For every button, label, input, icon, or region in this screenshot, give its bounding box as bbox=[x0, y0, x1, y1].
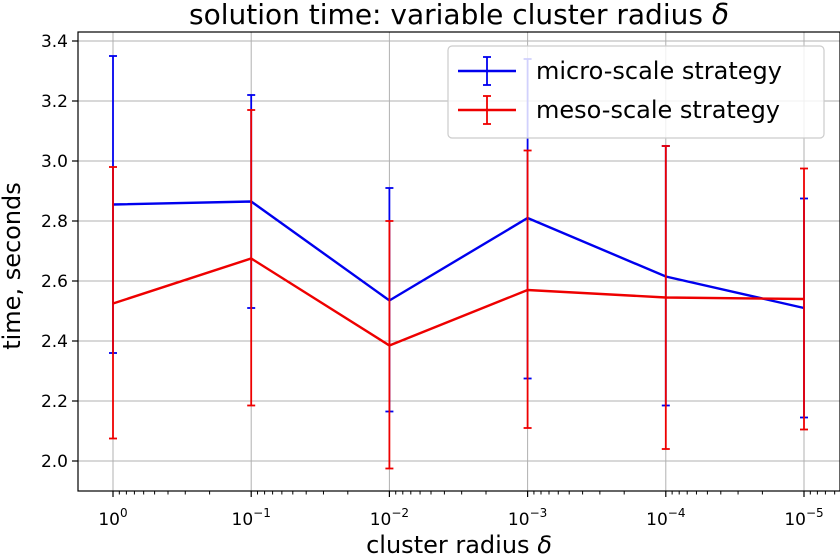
x-tick-base: 10 bbox=[232, 510, 254, 530]
y-tick-label: 3.4 bbox=[41, 32, 68, 52]
x-tick-label: 10−5 bbox=[784, 506, 823, 530]
x-tick-label: 100 bbox=[98, 506, 127, 530]
legend: micro-scale strategy meso-scale strategy bbox=[447, 45, 825, 139]
y-tick-label: 2.4 bbox=[41, 332, 68, 352]
y-tick-label: 2.8 bbox=[41, 212, 68, 232]
legend-label: meso-scale strategy bbox=[536, 96, 780, 124]
x-tick-label: 10−4 bbox=[646, 506, 685, 530]
x-tick-base: 10 bbox=[784, 510, 806, 530]
x-axis-label: cluster radius δ bbox=[366, 531, 552, 559]
plot-frame bbox=[77, 31, 840, 492]
x-tick-exponent: −4 bbox=[668, 506, 686, 520]
legend-box bbox=[447, 45, 825, 139]
x-tick-base: 10 bbox=[370, 510, 392, 530]
y-tick-label: 2.0 bbox=[41, 452, 68, 472]
x-tick-base: 10 bbox=[98, 510, 120, 530]
legend-label: micro-scale strategy bbox=[536, 57, 782, 85]
y-axis-label: time, seconds bbox=[0, 182, 26, 350]
x-tick-label: 10−2 bbox=[370, 506, 409, 530]
series-line bbox=[112, 257, 805, 347]
x-tick-label: 10−3 bbox=[508, 506, 547, 530]
y-tick-label: 2.6 bbox=[41, 272, 68, 292]
chart-title: solution time: variable cluster radius δ bbox=[189, 0, 729, 31]
x-tick-exponent: 0 bbox=[120, 506, 128, 520]
y-tick-label: 3.0 bbox=[41, 152, 68, 172]
x-tick-exponent: −3 bbox=[530, 506, 548, 520]
x-tick-base: 10 bbox=[646, 510, 668, 530]
x-tick-base: 10 bbox=[508, 510, 530, 530]
series-line bbox=[112, 200, 805, 310]
y-tick-label: 3.2 bbox=[41, 92, 68, 112]
x-tick-exponent: −5 bbox=[806, 506, 824, 520]
x-tick-exponent: −2 bbox=[391, 506, 409, 520]
y-tick-label: 2.2 bbox=[41, 392, 68, 412]
x-tick-label: 10−1 bbox=[232, 506, 271, 530]
x-tick-exponent: −1 bbox=[253, 506, 271, 520]
